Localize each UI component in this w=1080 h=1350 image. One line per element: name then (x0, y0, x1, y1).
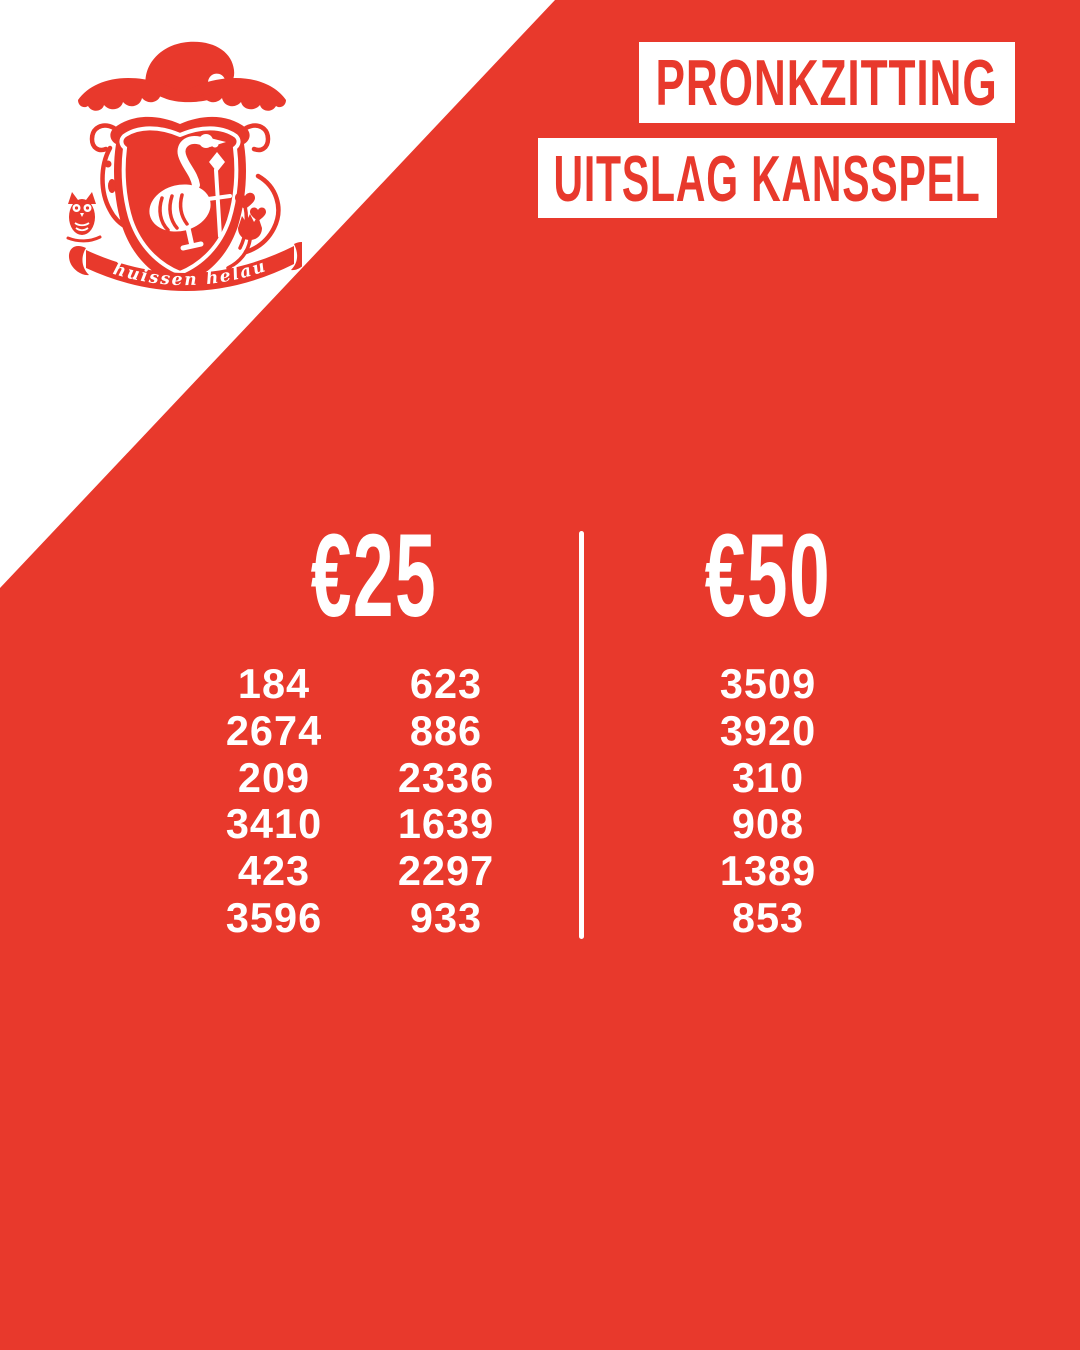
numbers-50-column: 3509 3920 310 908 1389 853 (683, 660, 853, 942)
title-text: PRONKZITTING (655, 46, 999, 119)
subtitle-text: UITSLAG KANSSPEL (553, 141, 982, 215)
jester-hat-icon (78, 41, 286, 111)
scepter-icon (206, 140, 232, 238)
winning-number: 2674 (225, 706, 323, 754)
vine-swirl-left-icon (89, 123, 131, 231)
prize-50-label: €50 (668, 510, 868, 642)
winning-number: 853 (731, 893, 805, 941)
winning-number: 1389 (719, 847, 817, 895)
winning-number: 3410 (225, 800, 323, 848)
club-crest-logo: huissen helau (62, 36, 302, 306)
prize-25-label: €25 (274, 510, 474, 642)
column-divider (579, 531, 584, 939)
winning-number: 209 (237, 753, 311, 801)
owl-icon (66, 192, 102, 243)
title-banner: PRONKZITTING (639, 42, 1015, 123)
flowers-icon (226, 123, 281, 270)
winning-number: 3920 (719, 706, 817, 754)
winning-number: 423 (237, 847, 311, 895)
winning-number: 908 (731, 800, 805, 848)
winning-number: 2297 (397, 847, 495, 895)
numbers-25-right-column: 623 886 2336 1639 2297 933 (361, 660, 531, 942)
swan-icon (149, 134, 226, 251)
winning-number: 184 (237, 660, 311, 707)
winning-number: 933 (409, 893, 483, 941)
prize-50-text: €50 (704, 510, 832, 642)
winning-number: 1639 (397, 800, 495, 848)
winning-number: 310 (731, 753, 805, 801)
numbers-25-left-column: 184 2674 209 3410 423 3596 (189, 660, 359, 942)
prize-25-text: €25 (310, 510, 438, 642)
subtitle-banner: UITSLAG KANSSPEL (538, 138, 997, 218)
winning-number: 3596 (225, 893, 323, 941)
winning-number: 886 (409, 706, 483, 754)
winning-number: 623 (409, 660, 483, 707)
winning-number: 2336 (397, 753, 495, 801)
winning-number: 3509 (719, 660, 817, 707)
